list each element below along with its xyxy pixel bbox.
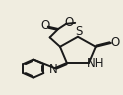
Text: O: O — [40, 19, 49, 32]
Text: NH: NH — [87, 57, 104, 70]
Text: S: S — [75, 25, 82, 38]
Text: N: N — [48, 63, 57, 76]
Text: O: O — [110, 36, 119, 49]
Text: O: O — [64, 16, 73, 29]
